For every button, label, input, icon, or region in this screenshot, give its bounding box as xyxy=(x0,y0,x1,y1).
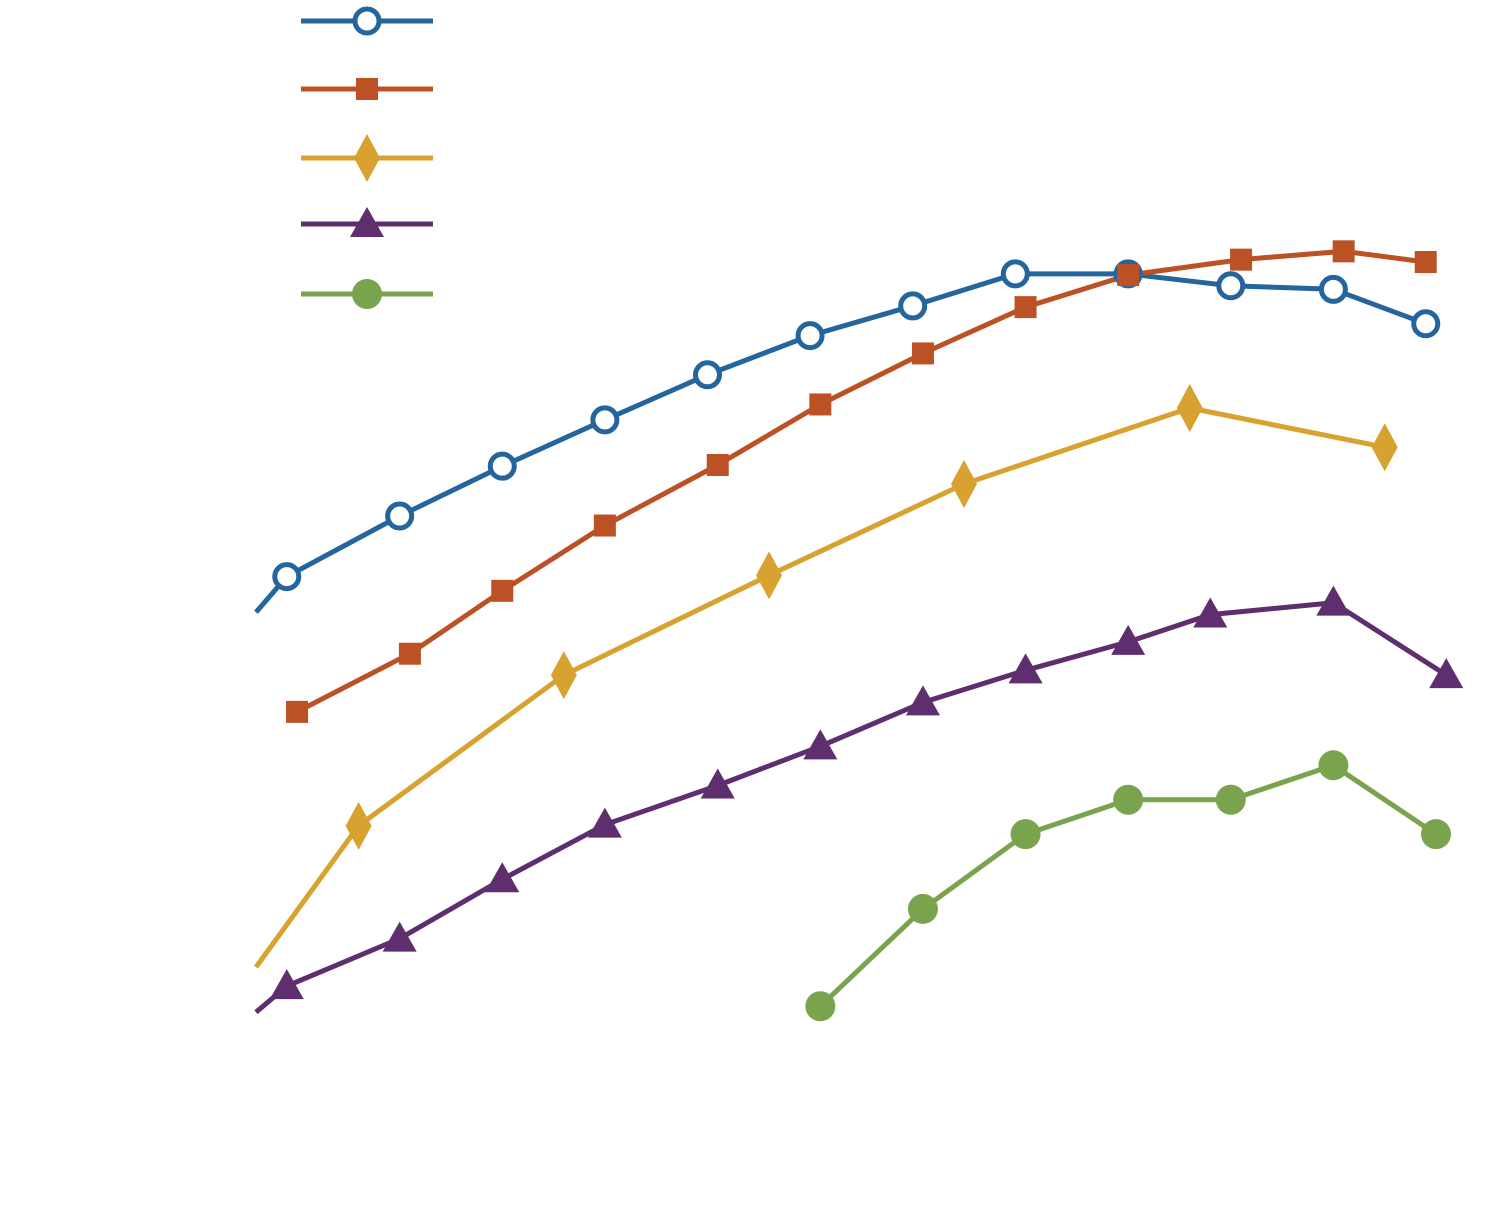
data-point-4-4 xyxy=(485,862,520,893)
data-point-5-3 xyxy=(1010,819,1041,850)
data-point-4-12 xyxy=(1316,585,1351,616)
data-point-2-4 xyxy=(593,514,616,537)
data-point-1-5 xyxy=(590,405,620,435)
data-point-4-8 xyxy=(905,685,940,716)
data-point-2-7 xyxy=(911,342,934,365)
series-line-2 xyxy=(295,248,1427,715)
data-point-5-5 xyxy=(1215,784,1246,815)
data-point-3-4 xyxy=(756,551,783,600)
data-point-1-2 xyxy=(272,562,302,592)
data-point-4-7 xyxy=(803,729,838,760)
data-point-2-5 xyxy=(706,453,729,476)
data-point-2-12 xyxy=(1414,251,1437,274)
data-point-2-1 xyxy=(286,700,309,723)
data-point-3-2 xyxy=(345,801,372,850)
series-line-1 xyxy=(254,271,1427,614)
series-lines xyxy=(253,248,1448,1015)
data-point-1-4 xyxy=(487,451,517,481)
legend-marker-4 xyxy=(350,207,384,237)
data-point-4-13 xyxy=(1429,658,1464,689)
legend-marker-1 xyxy=(352,6,382,36)
legend-marker-2 xyxy=(356,78,378,100)
data-point-1-6 xyxy=(692,360,722,390)
data-point-4-11 xyxy=(1193,597,1228,628)
legend-marker-5 xyxy=(352,279,382,309)
legend-marker-3 xyxy=(354,134,380,182)
data-point-2-9 xyxy=(1117,264,1140,287)
data-point-5-4 xyxy=(1113,784,1144,815)
data-point-4-3 xyxy=(382,921,417,952)
data-point-4-6 xyxy=(700,768,735,799)
data-point-1-3 xyxy=(385,501,415,531)
data-point-4-9 xyxy=(1008,653,1043,684)
data-point-2-2 xyxy=(398,642,421,665)
data-point-5-1 xyxy=(805,991,836,1022)
data-point-5-6 xyxy=(1318,750,1349,781)
series-line-4 xyxy=(254,600,1448,1015)
series-markers xyxy=(269,240,1464,1022)
data-point-3-5 xyxy=(951,459,977,508)
data-point-3-3 xyxy=(550,651,577,700)
data-point-2-6 xyxy=(809,393,832,416)
data-point-4-5 xyxy=(587,807,622,838)
data-point-5-7 xyxy=(1421,819,1451,850)
data-point-2-3 xyxy=(491,579,514,602)
data-point-1-7 xyxy=(795,321,825,351)
data-point-2-10 xyxy=(1230,248,1253,271)
data-point-4-2 xyxy=(269,969,304,1000)
data-point-4-10 xyxy=(1111,624,1146,655)
data-point-1-12 xyxy=(1318,274,1348,304)
data-point-5-2 xyxy=(907,893,938,924)
data-point-1-9 xyxy=(1000,259,1030,289)
data-point-3-7 xyxy=(1371,423,1398,472)
series-line-3 xyxy=(253,405,1386,969)
legend xyxy=(301,6,433,309)
data-point-1-13 xyxy=(1411,309,1441,339)
data-point-3-6 xyxy=(1176,384,1203,433)
data-point-1-11 xyxy=(1216,271,1246,301)
data-point-1-8 xyxy=(898,291,928,321)
data-point-2-8 xyxy=(1014,296,1037,319)
data-point-2-11 xyxy=(1332,240,1355,263)
